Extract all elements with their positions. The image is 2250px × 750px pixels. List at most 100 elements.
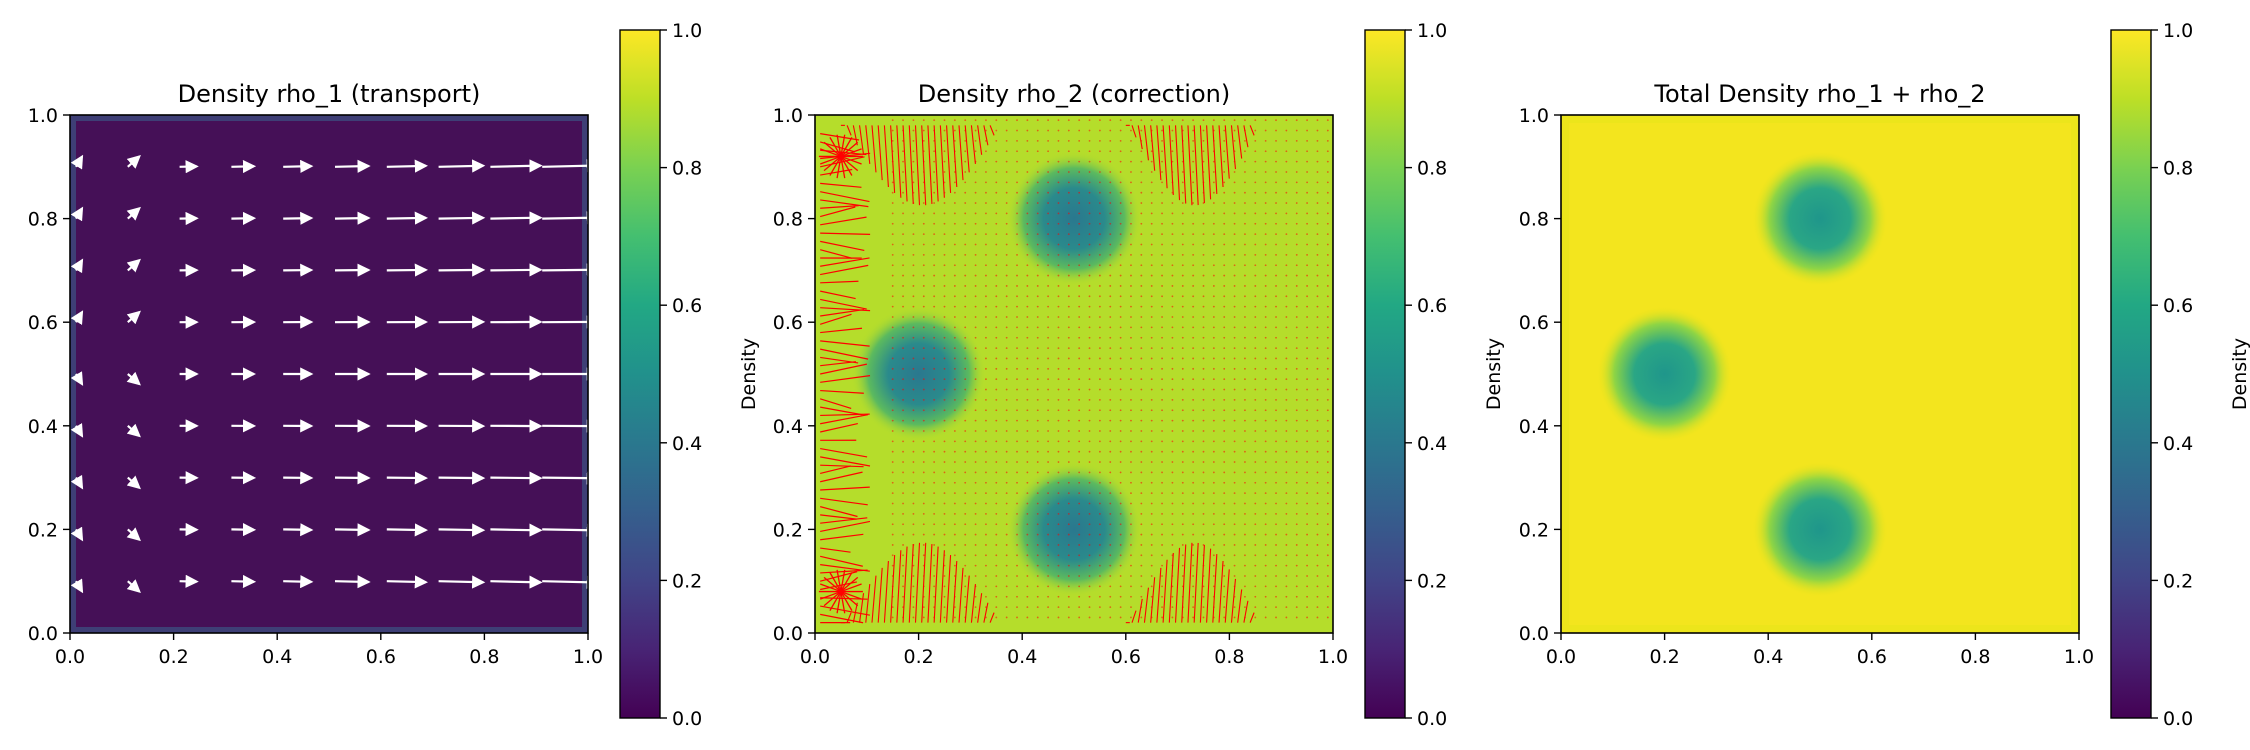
quiver-dot [1161,544,1163,546]
quiver-dot [1088,430,1091,432]
quiver-arrow [70,310,84,325]
quiver-dot [1005,191,1008,194]
quiver-dot [1036,430,1039,432]
quiver-dot [1036,233,1039,236]
quiver-dot [1202,274,1205,277]
quiver-dot [1078,305,1081,308]
quiver-dot [1202,212,1205,215]
quiver-dot [1171,336,1174,339]
quiver-dot [1192,450,1195,453]
quiver-dot [1016,181,1018,184]
quiver-dot [1192,512,1195,515]
quiver-dot [995,409,998,412]
quiver-dot [1181,212,1184,215]
quiver-dot [1109,222,1112,225]
quiver-dot [1326,212,1329,215]
quiver-dot [1295,595,1298,598]
quiver-arrow [1224,125,1230,179]
quiver-dot [1005,430,1008,432]
quiver-dot [1202,140,1205,142]
quiver-dot [1005,523,1008,526]
quiver-dot [1140,502,1143,505]
quiver-dot [1223,409,1226,412]
quiver-dot [1026,461,1029,463]
quiver-dot [1306,347,1308,349]
quiver-dot [902,347,904,349]
quiver-dot [1181,440,1184,443]
quiver-dot [891,512,894,515]
quiver-dot [1047,409,1049,412]
quiver-dot [985,544,987,546]
quiver-dot [1306,523,1308,526]
quiver-dot [1036,160,1039,163]
quiver-dot [912,305,915,308]
quiver-dot [1161,202,1163,204]
quiver-dot [1244,367,1246,370]
quiver-dot [953,606,956,608]
quiver-dot [1212,502,1215,505]
quiver-dot [1181,367,1184,370]
quiver-dot [1047,585,1049,588]
quiver-dot [985,595,987,598]
quiver-dot [1285,150,1288,153]
quiver-dot [1026,419,1029,422]
x-tick-label: 0.6 [1857,646,1887,668]
quiver-dot [1192,606,1195,608]
quiver-dot [912,502,915,505]
quiver-dot [1026,295,1029,298]
quiver-dot [933,253,936,256]
quiver-dot [964,202,967,204]
quiver-overlay [70,154,600,594]
quiver-dot [985,202,987,204]
quiver-dot [1264,336,1267,339]
quiver-dot [1057,481,1060,484]
quiver-dot [1057,564,1060,567]
quiver-dot [964,212,967,215]
quiver-dot [1026,129,1029,132]
quiver-dot [1295,616,1298,619]
x-tick-label: 1.0 [573,646,603,668]
quiver-dot [1254,253,1257,256]
quiver-dot [1244,440,1246,443]
quiver-dot [891,399,894,401]
quiver-dot [1057,274,1060,277]
quiver-arrow [939,125,945,198]
quiver-dot [1109,160,1112,163]
quiver-dot [1316,274,1319,277]
quiver-dot [1036,295,1039,298]
quiver-dot [974,253,977,256]
quiver-dot [1057,367,1060,370]
quiver-dot [912,512,915,515]
quiver-dot [1202,440,1205,443]
quiver-dot [1285,585,1288,588]
quiver-dot [1005,575,1008,577]
quiver-dot [1316,150,1319,153]
quiver-dot [964,233,967,236]
quiver-dot [1244,347,1246,349]
quiver-dot [1140,140,1143,142]
quiver-dot [1099,606,1101,608]
quiver-dot [1264,450,1267,453]
quiver-dot [1016,233,1018,236]
quiver-dot [1316,347,1319,349]
quiver-dot [985,336,987,339]
quiver-dot [1171,544,1174,546]
chart-title: Density rho_2 (correction) [918,80,1230,108]
quiver-dot [1212,471,1215,474]
quiver-dot [1026,160,1029,163]
quiver-dot [1171,461,1174,463]
quiver-dot [1130,119,1132,122]
quiver-dot [1244,461,1246,463]
quiver-dot [974,140,977,142]
quiver-dot [1119,264,1122,267]
quiver-dot [1306,606,1308,608]
quiver-dot [1244,274,1246,277]
colorbar-label: Density [2229,338,2250,410]
quiver-dot [1264,253,1267,256]
quiver-dot [1202,129,1205,132]
quiver-dot [974,554,977,557]
quiver-arrow [334,575,371,589]
quiver-dot [1016,440,1018,443]
quiver-dot [1275,461,1277,463]
quiver-dot [943,399,946,401]
